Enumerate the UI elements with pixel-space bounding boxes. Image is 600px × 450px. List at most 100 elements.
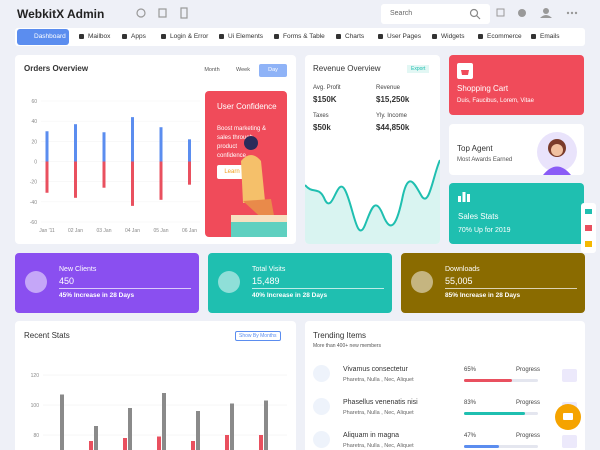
stat-value: $150K bbox=[313, 95, 337, 104]
y-tick-label: 0 bbox=[34, 160, 37, 166]
bar bbox=[74, 124, 77, 162]
brand[interactable]: WebkitX Admin bbox=[17, 7, 105, 21]
nav-item[interactable]: Widgets bbox=[441, 33, 465, 40]
promo-title: User Confidence bbox=[217, 102, 277, 111]
bar bbox=[259, 435, 263, 450]
nav-item[interactable]: Dashboard bbox=[34, 33, 66, 40]
tab[interactable]: Week bbox=[236, 67, 250, 73]
kpi-rule bbox=[445, 288, 577, 289]
item-name: Aliquam in magna bbox=[343, 432, 400, 439]
chat-button[interactable] bbox=[555, 404, 581, 430]
item-meta: Pharetra, Nulla , Nec, Aliquet bbox=[343, 410, 414, 416]
bar bbox=[230, 403, 234, 450]
item-label: Progress bbox=[516, 433, 541, 439]
bar bbox=[123, 438, 127, 450]
nav-icon bbox=[79, 34, 84, 39]
item-meta: Pharetra, Nulla , Nec, Aliquet bbox=[343, 443, 414, 449]
stat-label: Avg. Profit bbox=[313, 85, 341, 91]
tab[interactable]: Month bbox=[204, 67, 220, 73]
kpi-value: 15,489 bbox=[252, 276, 280, 286]
nav-bar bbox=[15, 28, 585, 46]
revenue-card: Revenue Overview Export Avg. Profit $150K… bbox=[305, 55, 440, 244]
bar bbox=[74, 161, 77, 198]
bar bbox=[131, 161, 134, 206]
item-name: Vivamus consectetur bbox=[343, 366, 408, 373]
kpi-card: New Clients 450 45% Increase in 28 Days bbox=[15, 253, 199, 313]
progress-track bbox=[464, 445, 538, 448]
kpi-value: 450 bbox=[59, 276, 75, 286]
stat-label: Yly. Income bbox=[376, 113, 407, 119]
bar bbox=[89, 441, 93, 450]
nav-item[interactable]: Ecommerce bbox=[487, 33, 522, 40]
kpi-icon bbox=[218, 271, 240, 293]
bar bbox=[162, 393, 166, 450]
bar bbox=[159, 127, 163, 162]
sales-card: Sales Stats 70% Up for 2019 bbox=[449, 183, 584, 244]
nav-item[interactable]: Ui Elements bbox=[228, 33, 264, 40]
kpi-title: Total Visits bbox=[252, 266, 286, 273]
agent-title: Top Agent bbox=[457, 144, 493, 153]
bar bbox=[131, 117, 134, 162]
shopping-title: Shopping Cart bbox=[457, 84, 509, 93]
card-title: Revenue Overview bbox=[313, 64, 381, 73]
kpi-icon bbox=[411, 271, 433, 293]
nav-item[interactable]: User Pages bbox=[387, 33, 421, 40]
stat-label: Revenue bbox=[376, 85, 401, 91]
bar bbox=[45, 131, 49, 162]
y-tick-label: 20 bbox=[31, 139, 37, 145]
promo-card: User Confidence Boost marketing & sales … bbox=[205, 91, 287, 237]
nav-icon bbox=[336, 34, 341, 39]
item-label: Progress bbox=[516, 400, 541, 406]
bar bbox=[94, 426, 98, 450]
nav-item[interactable]: Mailbox bbox=[88, 33, 111, 40]
item-icon bbox=[313, 398, 330, 415]
x-tick-label: 06 Jan bbox=[182, 228, 197, 234]
nav-item[interactable]: Login & Error bbox=[170, 33, 209, 40]
y-tick-label: -40 bbox=[30, 200, 37, 206]
search-box[interactable]: Search bbox=[381, 4, 490, 24]
nav-icon bbox=[531, 34, 536, 39]
kpi-card: Total Visits 15,489 40% Increase in 28 Day… bbox=[208, 253, 392, 313]
x-tick-label: 04 Jan bbox=[125, 228, 140, 234]
cart-icon bbox=[457, 63, 473, 79]
kpi-text: 40% Increase in 28 Days bbox=[252, 292, 328, 299]
side-toolbar[interactable] bbox=[581, 203, 596, 253]
tab[interactable]: Day bbox=[259, 64, 287, 77]
item-icon bbox=[313, 431, 330, 448]
bar bbox=[157, 436, 161, 450]
bar bbox=[102, 161, 106, 188]
stat-value: $15,250k bbox=[376, 95, 410, 104]
nav-item[interactable]: Forms & Table bbox=[283, 33, 325, 40]
x-tick-label: 05 Jan bbox=[153, 228, 168, 234]
search-placeholder: Search bbox=[390, 10, 413, 17]
months-button[interactable]: Show By Months bbox=[235, 331, 281, 341]
nav-item[interactable]: Apps bbox=[131, 33, 146, 40]
promo-button[interactable]: Learn bbox=[217, 165, 247, 179]
card-title: Orders Overview bbox=[24, 64, 89, 73]
kpi-text: 85% Increase in 28 Days bbox=[445, 292, 521, 299]
bar bbox=[191, 441, 195, 450]
kpi-rule bbox=[59, 288, 191, 289]
header-icons[interactable] bbox=[135, 6, 195, 20]
promo-illustration bbox=[231, 136, 287, 237]
x-tick-label: 02 Jan bbox=[68, 228, 83, 234]
kpi-rule bbox=[252, 288, 384, 289]
sales-icon bbox=[458, 192, 470, 202]
stat-value: $44,850k bbox=[376, 123, 410, 132]
nav-icon bbox=[378, 34, 383, 39]
bar bbox=[196, 411, 200, 450]
card-title: Trending Items bbox=[313, 331, 367, 340]
export-badge[interactable]: Export bbox=[407, 65, 430, 73]
item-button[interactable] bbox=[562, 369, 577, 382]
nav-item[interactable]: Emails bbox=[540, 33, 560, 40]
item-button[interactable] bbox=[562, 435, 577, 448]
header-actions[interactable] bbox=[495, 6, 585, 20]
nav-active[interactable] bbox=[17, 29, 69, 45]
shopping-card: Shopping Cart Duis, Faucibus, Lorem, Vit… bbox=[449, 55, 584, 115]
agent-text: Most Awards Earned bbox=[457, 157, 513, 163]
nav-item[interactable]: Charts bbox=[345, 33, 365, 40]
sales-title: Sales Stats bbox=[458, 212, 499, 221]
item-percent: 65% bbox=[464, 367, 477, 373]
